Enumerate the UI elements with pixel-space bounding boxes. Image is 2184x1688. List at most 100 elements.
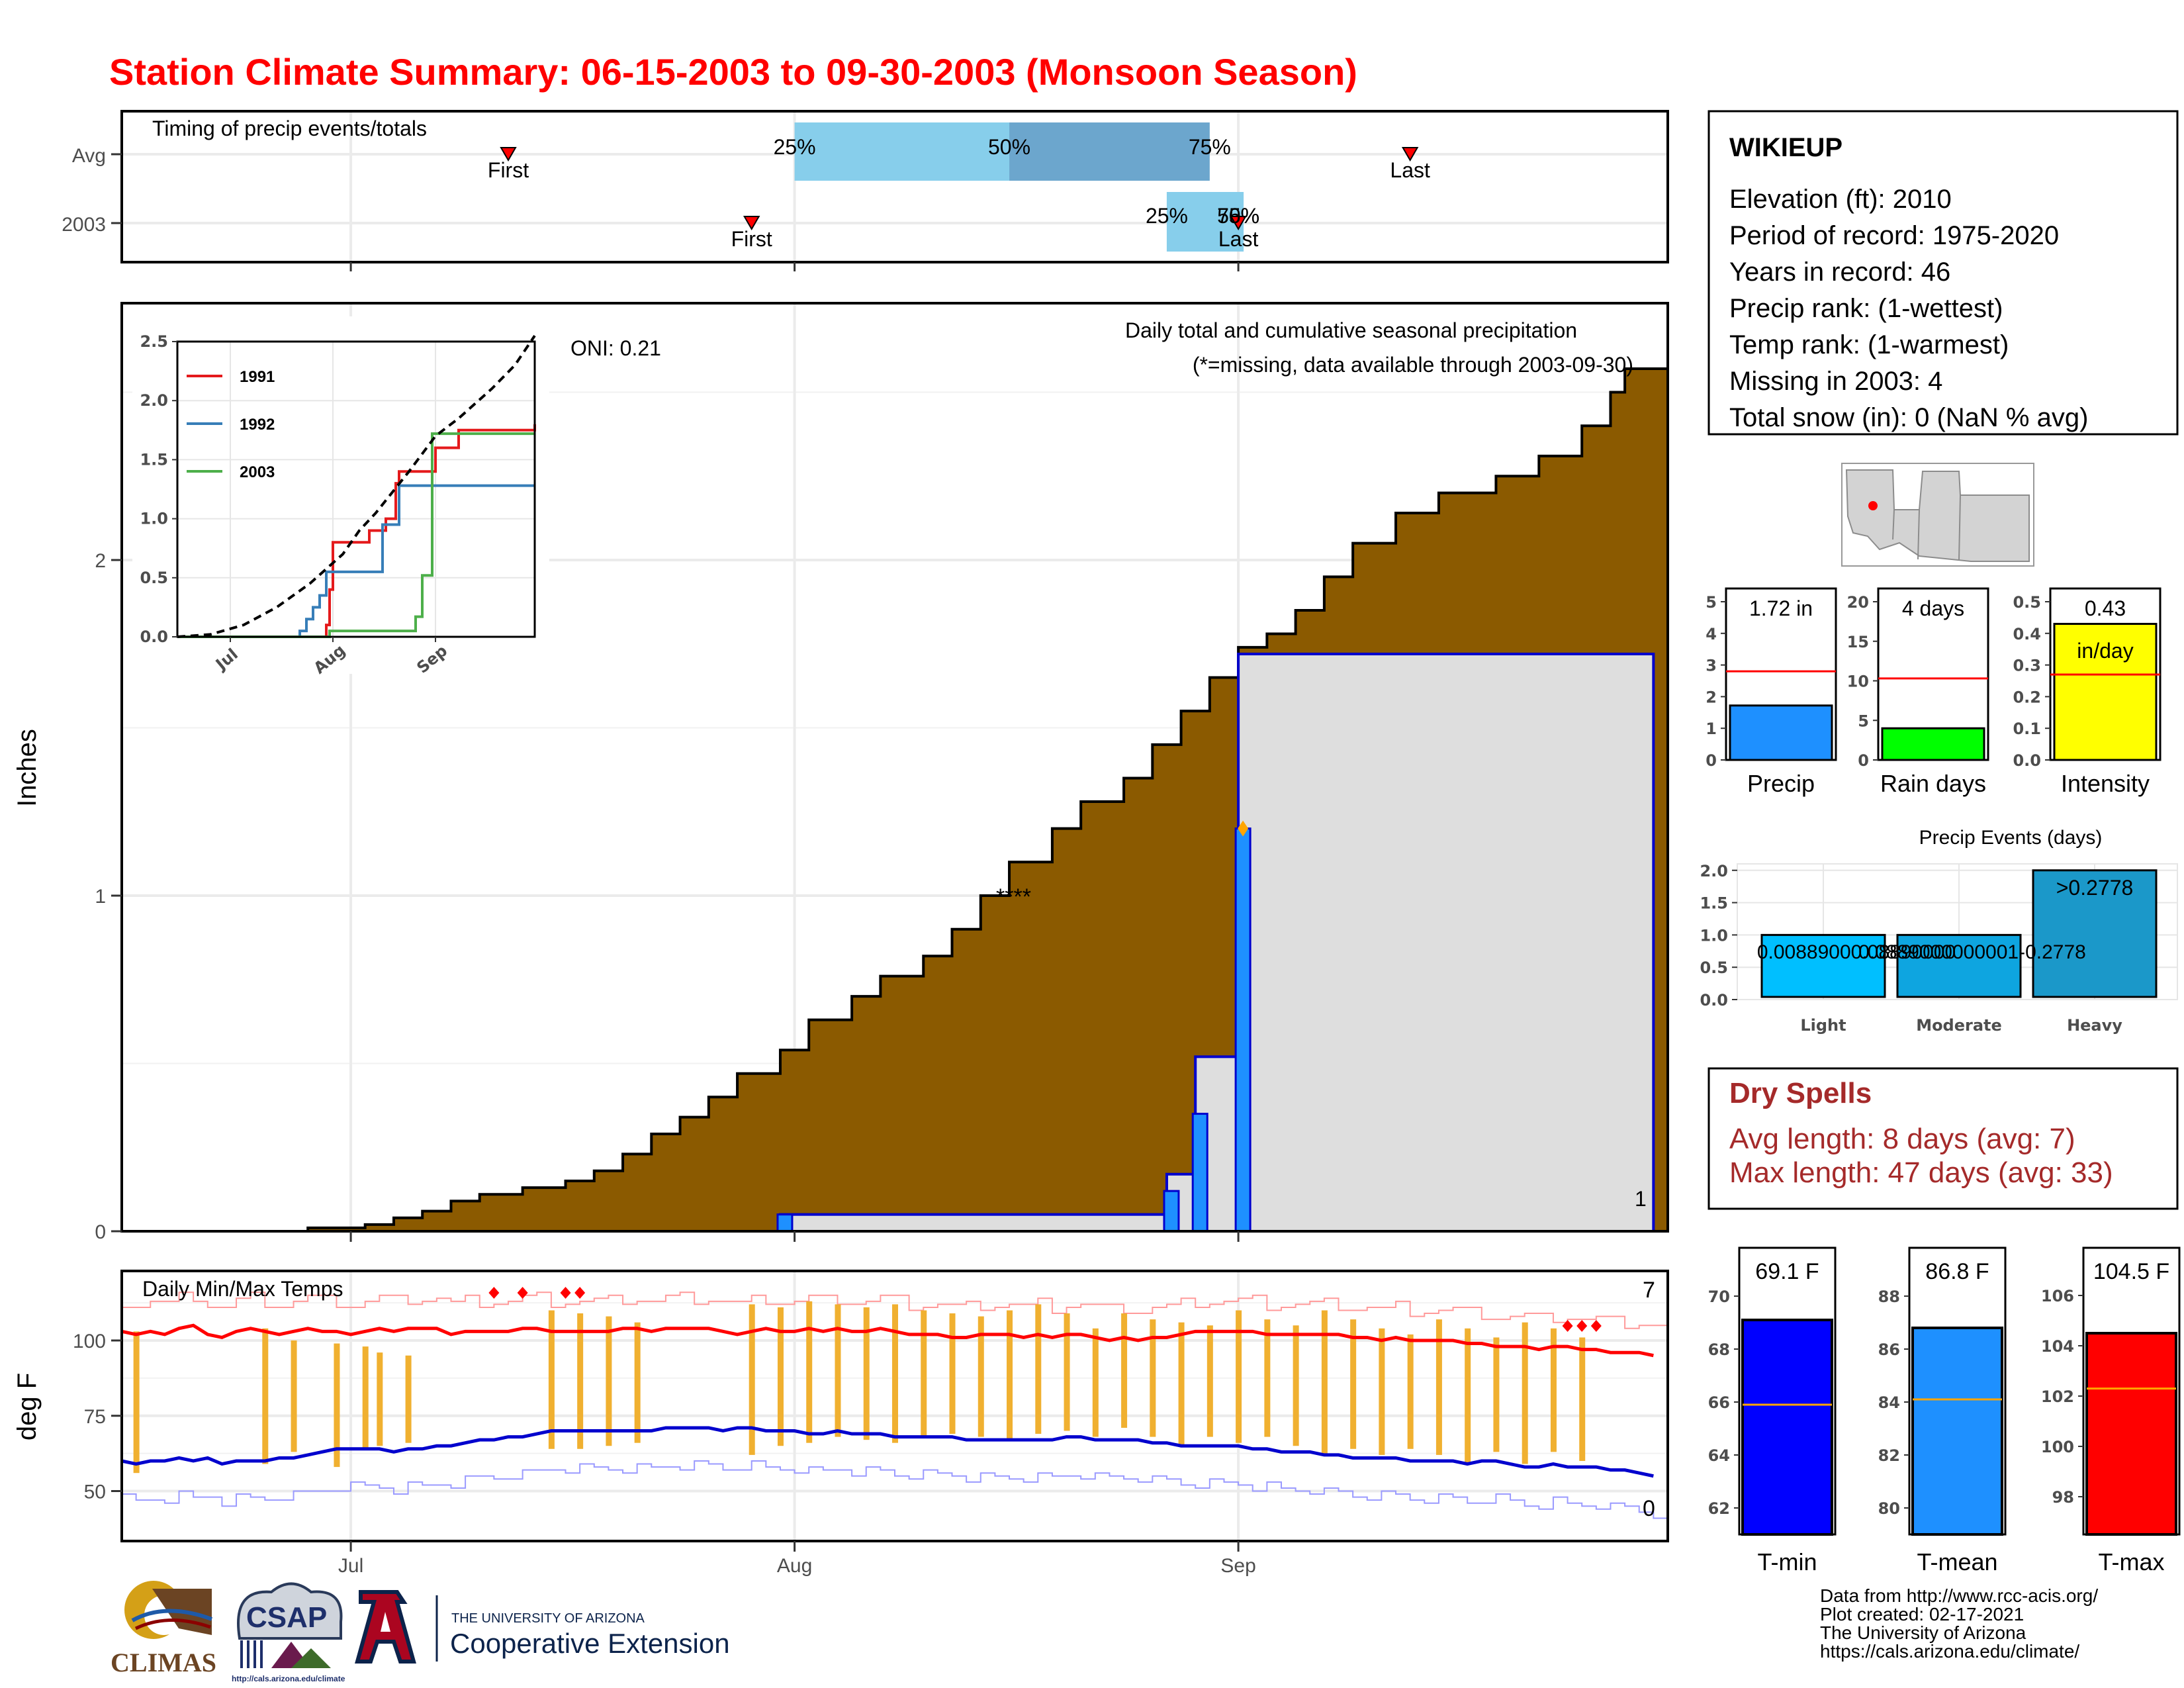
events-bar-label-light: 0.00889000.08890000 [1757, 941, 1956, 963]
timing-label-q75: 75% [1189, 135, 1231, 159]
small-chart-tick-label: 0 [1706, 751, 1717, 770]
precip-events-chart: Precip Events (days) 0.0 0.5 1.0 1.5 2.0 Ligh… [1700, 827, 2178, 1035]
small-chart-tick-label: 2 [1706, 688, 1717, 706]
timing-panel: Timing of precip events/totals Avg 2003 … [62, 110, 1669, 263]
small-chart-label: Rain days [1880, 770, 1986, 797]
daily-temp-bar [1407, 1334, 1414, 1449]
daily-temp-bar [835, 1304, 841, 1437]
temps-count-high: 7 [1643, 1278, 1655, 1303]
small-chart-bar [2053, 622, 2158, 761]
temp-box-tick-label: 98 [2052, 1488, 2074, 1507]
credit-line-2: Plot created: 02-17-2021 [1820, 1604, 2024, 1624]
timing-bar-2003 [1166, 192, 1244, 252]
temp-ytick-label: 75 [84, 1406, 106, 1428]
temp-box-tick-label: 80 [1878, 1499, 1900, 1518]
daily-temp-bar [1236, 1310, 1242, 1443]
temp-box-value-label: 86.8 F [1925, 1259, 1989, 1284]
dry-max: Max length: 47 days (avg: 33) [1729, 1156, 2113, 1189]
events-bar [2032, 869, 2158, 998]
events-tick-label: 0.0 [1700, 991, 1728, 1009]
temp-box-tick-label: 62 [1708, 1499, 1730, 1518]
daily-temp-bar [806, 1301, 813, 1443]
timing-label-last: Last [1390, 158, 1430, 182]
credits: Data from http://www.rcc-acis.org/ Plot … [1820, 1585, 2098, 1662]
record-temp-marker [1576, 1320, 1588, 1332]
daily-temp-bar [1350, 1319, 1357, 1449]
precip-ytick-label: 0 [95, 1221, 106, 1243]
daily-temp-bar [949, 1313, 956, 1434]
timing-row-label-avg: Avg [72, 145, 106, 167]
temps-ylabel: deg F [13, 1373, 42, 1440]
station-info-line: Total snow (in): 0 (NaN % avg) [1729, 403, 2088, 432]
station-info-line: Temp rank: (1-warmest) [1729, 330, 2009, 359]
small-chart-bar [1729, 704, 1833, 761]
record-high-line [122, 1291, 1668, 1329]
daily-temp-bar [133, 1331, 140, 1474]
temp-box-tick-label: 104 [2041, 1337, 2074, 1356]
temp-box-tick-label: 102 [2041, 1387, 2074, 1406]
station-info-line: Years in record: 46 [1729, 258, 1950, 287]
temp-box-tick-label: 100 [2041, 1438, 2074, 1456]
station-info-line: Period of record: 1975-2020 [1729, 221, 2059, 250]
inset-series-2003 [177, 432, 535, 638]
temp-box-tick-label: 86 [1878, 1340, 1900, 1359]
small-chart-value-label: 4 days [1902, 596, 1964, 620]
daily-temp-bar [777, 1307, 784, 1446]
temp-box-bar [2085, 1332, 2177, 1536]
inset-legend-label: 2003 [240, 463, 275, 481]
daily-temp-bar [1435, 1319, 1442, 1455]
events-bar-label-moderate: 0.0889000000001-0.2778 [1858, 941, 2086, 963]
daily-temp-bar [1293, 1325, 1299, 1446]
csap-logo-url: http://cals.arizona.edu/climate [232, 1674, 345, 1683]
small-chart-tick-label: 0.0 [2013, 751, 2041, 770]
temp-box-label: T-min [1758, 1548, 1817, 1575]
daily-temp-bar [892, 1304, 898, 1443]
precip-corner-count: 1 [1635, 1187, 1647, 1211]
temp-box-tick-label: 64 [1708, 1446, 1730, 1465]
inset-series-1992 [177, 484, 535, 638]
events-tick-label: 0.5 [1700, 959, 1728, 977]
dry-title: Dry Spells [1729, 1077, 1872, 1109]
record-temp-marker [560, 1287, 571, 1299]
inset-ytick-label: 1.5 [140, 450, 168, 469]
daily-temp-bar [606, 1316, 612, 1446]
daily-temp-bar [1379, 1328, 1385, 1455]
temp-box-tick-label: 82 [1878, 1446, 1900, 1465]
daily-temp-bar [863, 1307, 870, 1440]
timing-row-label-2003: 2003 [62, 214, 106, 236]
events-category-label: Heavy [2067, 1016, 2122, 1035]
cumulative-event-step [778, 1213, 1168, 1233]
small-chart-tick-label: 20 [1847, 593, 1869, 612]
temp-box-tick-label: 88 [1878, 1288, 1900, 1306]
climas-logo-text: CLIMAS [111, 1648, 216, 1677]
temps-count-low: 0 [1643, 1496, 1655, 1521]
daily-temp-bar [1121, 1313, 1128, 1428]
small-chart-tick-label: 5 [1858, 712, 1869, 730]
daily-event-bar [776, 1213, 794, 1233]
ua-logo-bottom: Cooperative Extension [450, 1628, 730, 1659]
timing-label-first: First [731, 227, 772, 251]
small-chart-bar [1881, 727, 1985, 761]
small-chart-unit: in/day [2077, 639, 2133, 663]
record-temp-marker [574, 1287, 586, 1299]
daily-temp-bar [405, 1355, 412, 1443]
small-chart-label: Precip [1747, 770, 1815, 797]
record-temp-marker [1590, 1320, 1602, 1332]
timing-bar-q50-q75 [1009, 122, 1210, 181]
missing-note: (*=missing, data available through 2003-… [1193, 353, 1633, 377]
daily-temp-bar [1321, 1310, 1328, 1455]
daily-temp-bar [634, 1322, 641, 1443]
dry-spells-box: Dry Spells Avg length: 8 days (avg: 7) M… [1707, 1067, 2179, 1210]
missing-marks: **** [996, 884, 1031, 910]
temp-box-tick-label: 106 [2041, 1287, 2074, 1305]
temp-ytick-label: 100 [73, 1331, 106, 1352]
small-chart-tick-label: 0.3 [2013, 657, 2041, 675]
daily-event-bar [1191, 1113, 1208, 1233]
small-chart-tick-label: 0.1 [2013, 720, 2041, 738]
station-map [1841, 463, 2034, 567]
daily-temp-bar [1092, 1328, 1099, 1437]
temp-means-charts: 62 64 66 68 70 69.1 F T-min 80 82 84 86 88 86.8 F T-m… [1708, 1246, 2181, 1575]
small-chart-tick-label: 15 [1847, 633, 1869, 651]
inset-series-1991 [177, 424, 536, 638]
